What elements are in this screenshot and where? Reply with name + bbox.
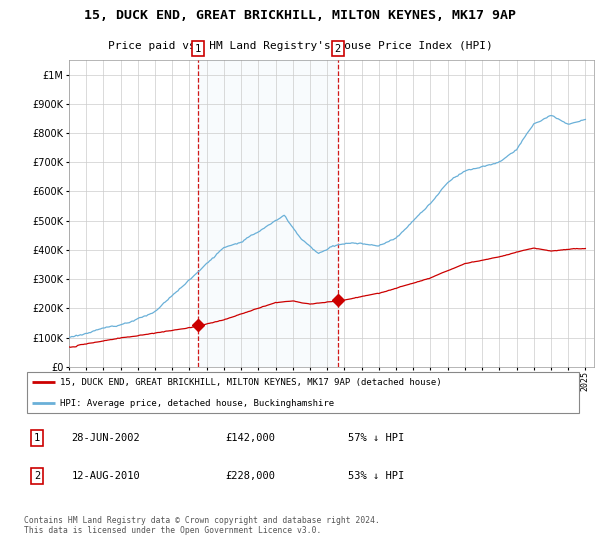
Text: 1: 1 — [195, 44, 201, 54]
Bar — [198, 60, 338, 367]
Text: 2: 2 — [34, 471, 40, 481]
Text: 57% ↓ HPI: 57% ↓ HPI — [347, 433, 404, 443]
Text: 12-AUG-2010: 12-AUG-2010 — [71, 471, 140, 481]
Text: £228,000: £228,000 — [225, 471, 275, 481]
Text: 2: 2 — [335, 44, 341, 54]
Text: 15, DUCK END, GREAT BRICKHILL, MILTON KEYNES, MK17 9AP: 15, DUCK END, GREAT BRICKHILL, MILTON KE… — [84, 9, 516, 22]
Text: 28-JUN-2002: 28-JUN-2002 — [71, 433, 140, 443]
Text: 1: 1 — [34, 433, 40, 443]
Text: 15, DUCK END, GREAT BRICKHILL, MILTON KEYNES, MK17 9AP (detached house): 15, DUCK END, GREAT BRICKHILL, MILTON KE… — [60, 378, 442, 387]
Text: Price paid vs. HM Land Registry's House Price Index (HPI): Price paid vs. HM Land Registry's House … — [107, 41, 493, 51]
Text: 53% ↓ HPI: 53% ↓ HPI — [347, 471, 404, 481]
FancyBboxPatch shape — [27, 372, 579, 413]
Text: HPI: Average price, detached house, Buckinghamshire: HPI: Average price, detached house, Buck… — [60, 399, 334, 408]
Text: Contains HM Land Registry data © Crown copyright and database right 2024.
This d: Contains HM Land Registry data © Crown c… — [24, 516, 380, 535]
Text: £142,000: £142,000 — [225, 433, 275, 443]
